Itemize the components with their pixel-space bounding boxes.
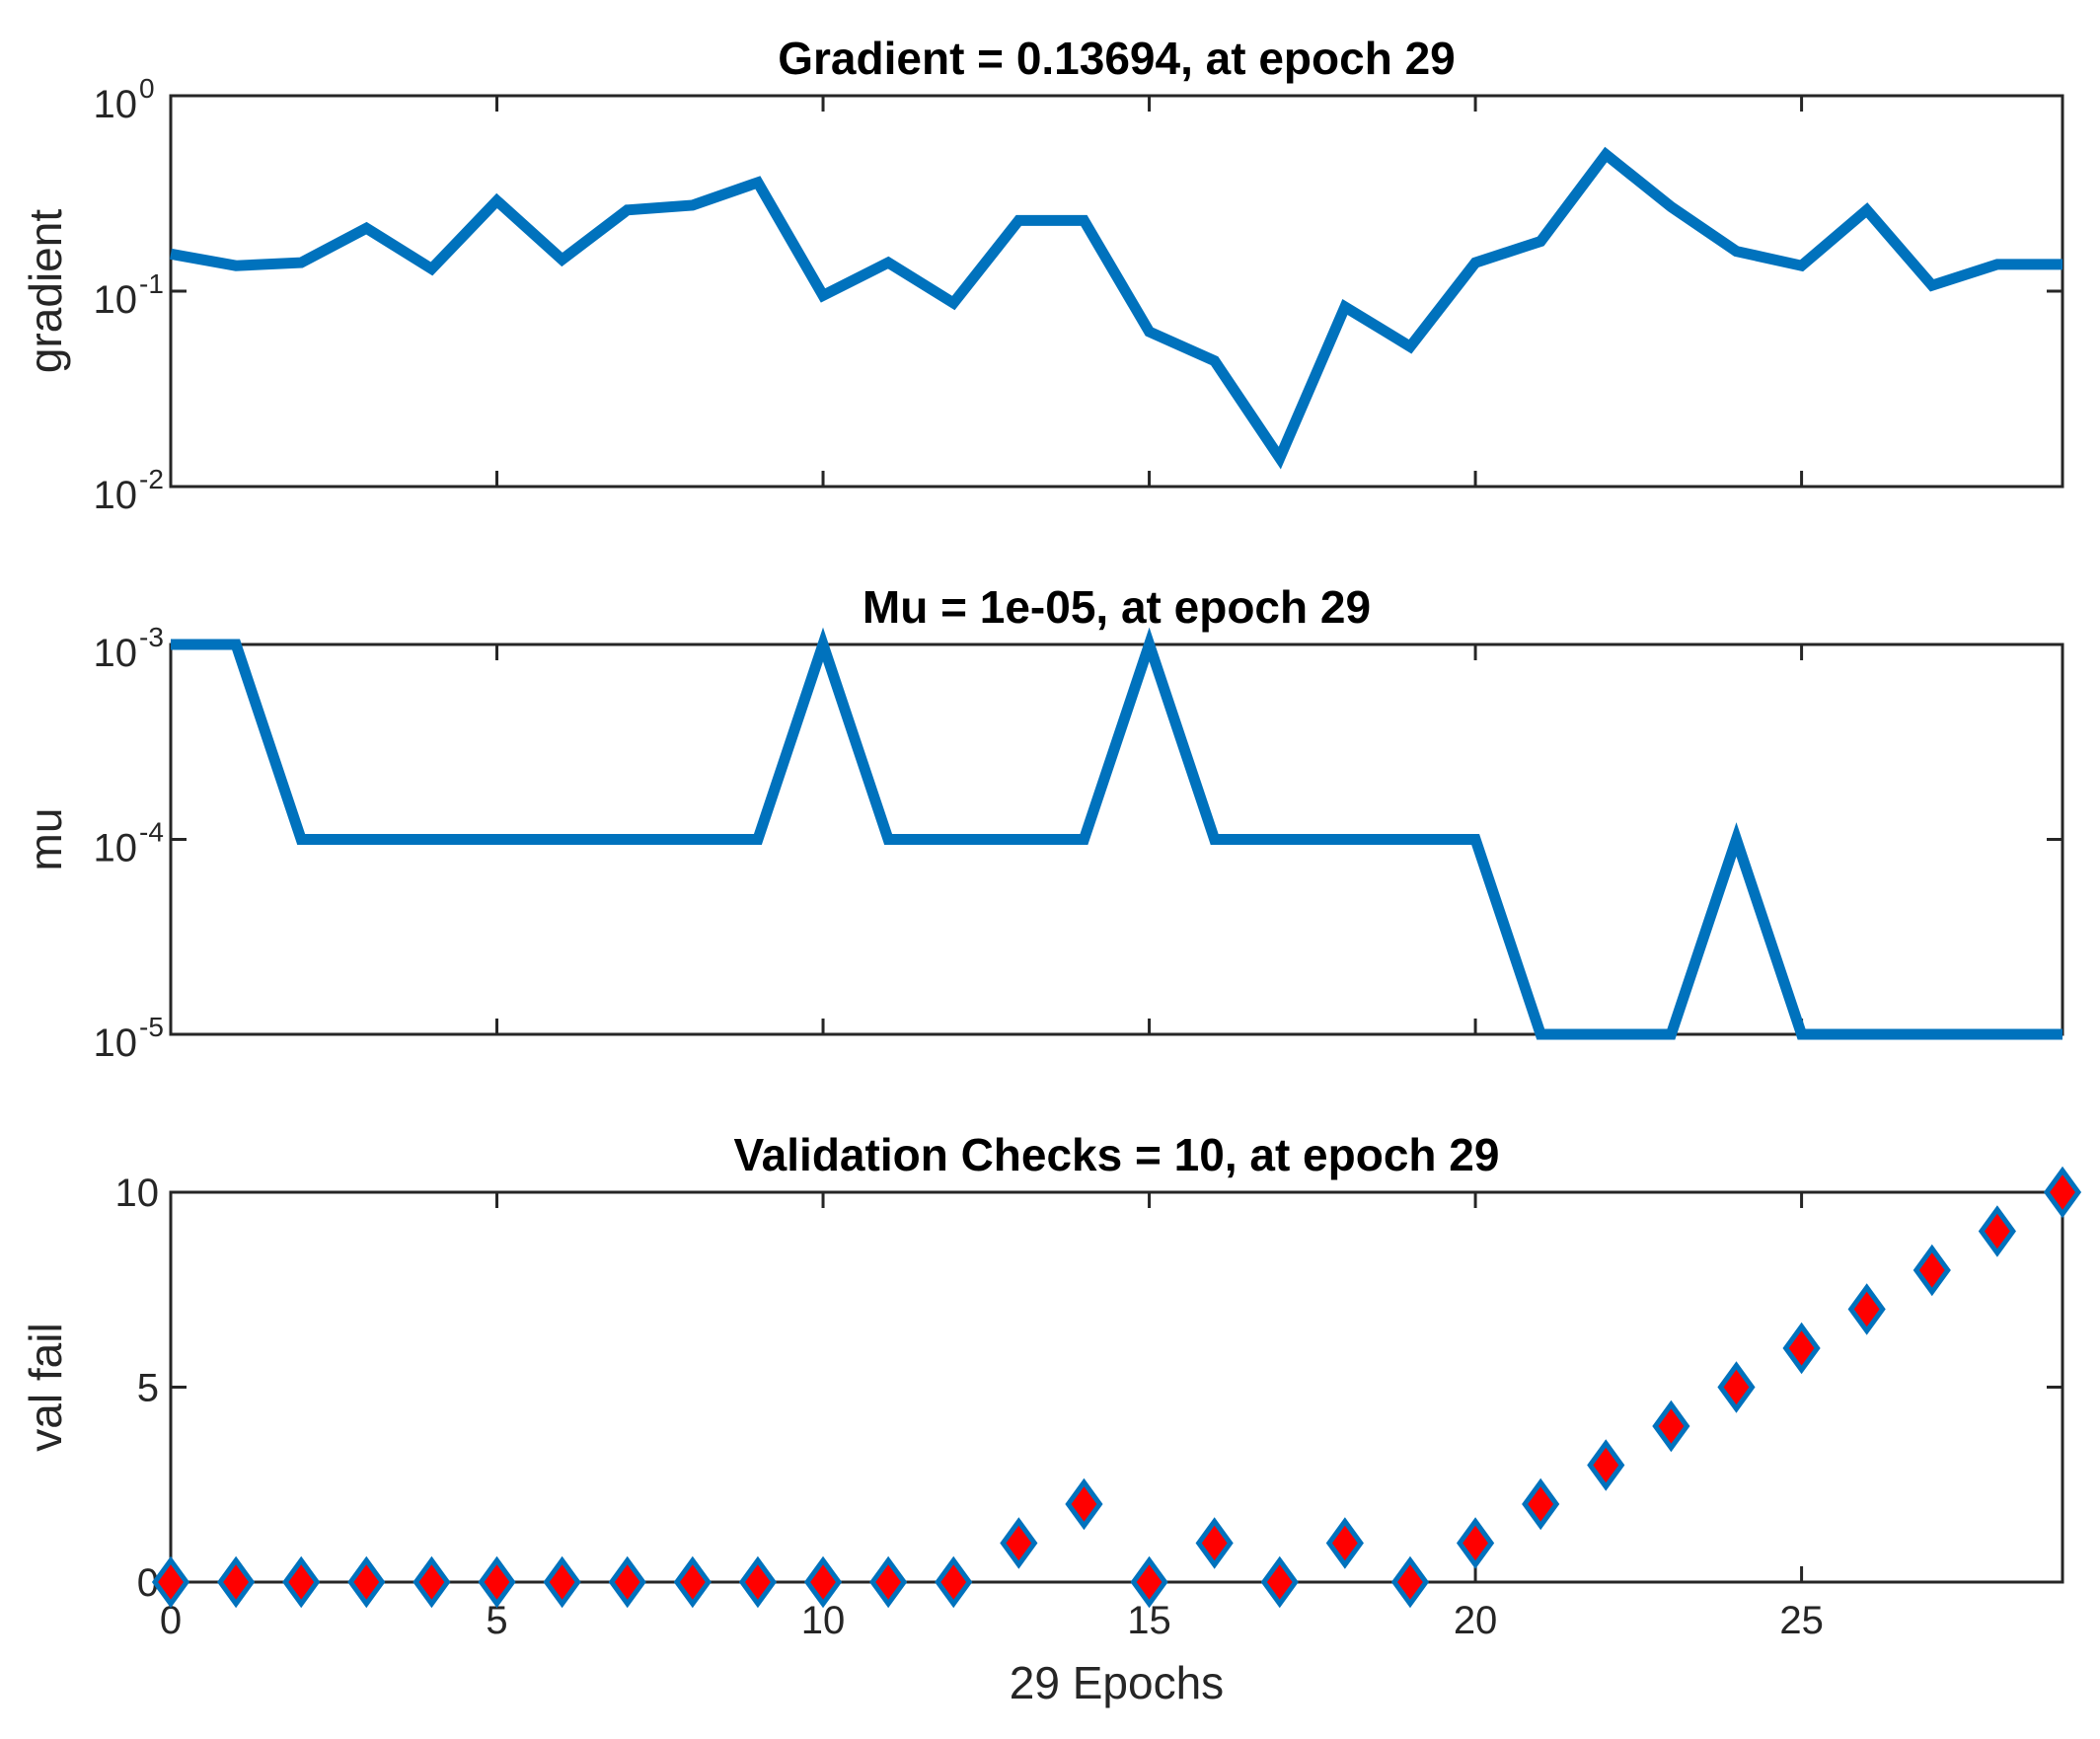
series-line <box>171 627 2062 1040</box>
y-tick-label: 10 <box>115 1172 160 1215</box>
diamond-marker <box>935 1555 973 1609</box>
diamond-marker <box>1195 1517 1234 1569</box>
diamond-marker <box>1390 1555 1430 1609</box>
diamond-marker <box>282 1555 321 1609</box>
x-tick-label: 0 <box>160 1599 182 1642</box>
y-tick-label: 5 <box>137 1367 159 1410</box>
axes-frame <box>169 1190 2064 1584</box>
y-tick-exponent: -4 <box>139 817 164 848</box>
diamond-marker <box>412 1555 451 1609</box>
diamond-marker <box>1000 1517 1038 1569</box>
diamond-marker <box>1652 1399 1690 1453</box>
diamond-marker <box>738 1555 778 1609</box>
series-line <box>170 146 2062 470</box>
diamond-marker <box>608 1555 646 1609</box>
y-tick-label: 10 <box>94 474 138 517</box>
diamond-marker <box>1717 1361 1756 1413</box>
axes-frame <box>169 94 2064 489</box>
val-fail-panel: Validation Checks = 10, at epoch 29 val f… <box>20 1129 2082 1708</box>
diamond-marker <box>1847 1283 1886 1335</box>
diamond-marker <box>1325 1517 1364 1569</box>
diamond-marker <box>803 1555 843 1609</box>
diamond-marker <box>543 1555 581 1609</box>
chart-title: Mu = 1e-05, at epoch 29 <box>862 581 1371 633</box>
gradient-panel: Gradient = 0.13694, at epoch 29 gradient 1… <box>20 33 2064 517</box>
y-tick-label: 0 <box>137 1561 159 1605</box>
diamond-marker <box>1522 1477 1560 1531</box>
y-tick-label: 10 <box>94 83 138 126</box>
y-tick-exponent: -3 <box>139 622 164 652</box>
diamond-marker <box>1782 1322 1821 1375</box>
x-axis-label: 29 Epochs <box>1010 1657 1224 1708</box>
diamond-marker <box>1978 1205 2016 1257</box>
diamond-marker <box>217 1555 256 1609</box>
chart-title: Validation Checks = 10, at epoch 29 <box>734 1129 1500 1180</box>
y-tick-label: 10 <box>94 1021 138 1065</box>
y-axis-label: val fail <box>20 1323 71 1451</box>
y-tick-exponent: -2 <box>139 464 164 494</box>
y-tick-label: 10 <box>94 827 138 870</box>
diamond-marker <box>1912 1244 1951 1297</box>
diamond-marker <box>1065 1477 1103 1531</box>
y-tick-exponent: -1 <box>139 268 164 299</box>
diamond-marker <box>869 1555 908 1609</box>
diamond-marker <box>673 1555 712 1609</box>
y-tick-label: 10 <box>94 278 138 322</box>
y-tick-exponent: -5 <box>139 1012 164 1042</box>
y-axis-label: mu <box>20 808 71 871</box>
x-tick-label: 20 <box>1454 1599 1498 1642</box>
x-tick-label: 25 <box>1779 1599 1824 1642</box>
chart-title: Gradient = 0.13694, at epoch 29 <box>778 33 1456 84</box>
diamond-marker <box>2043 1166 2082 1219</box>
diamond-marker <box>151 1555 190 1609</box>
diamond-marker <box>1587 1439 1625 1491</box>
diamond-marker <box>347 1555 386 1609</box>
diamond-marker <box>1456 1517 1495 1569</box>
diamond-marker <box>1130 1555 1168 1609</box>
diamond-marker <box>1260 1555 1299 1609</box>
y-axis-label: gradient <box>20 209 71 373</box>
y-tick-label: 10 <box>94 632 138 675</box>
y-tick-exponent: 0 <box>139 73 155 104</box>
x-tick-label: 5 <box>486 1599 507 1642</box>
diamond-marker <box>478 1555 516 1609</box>
